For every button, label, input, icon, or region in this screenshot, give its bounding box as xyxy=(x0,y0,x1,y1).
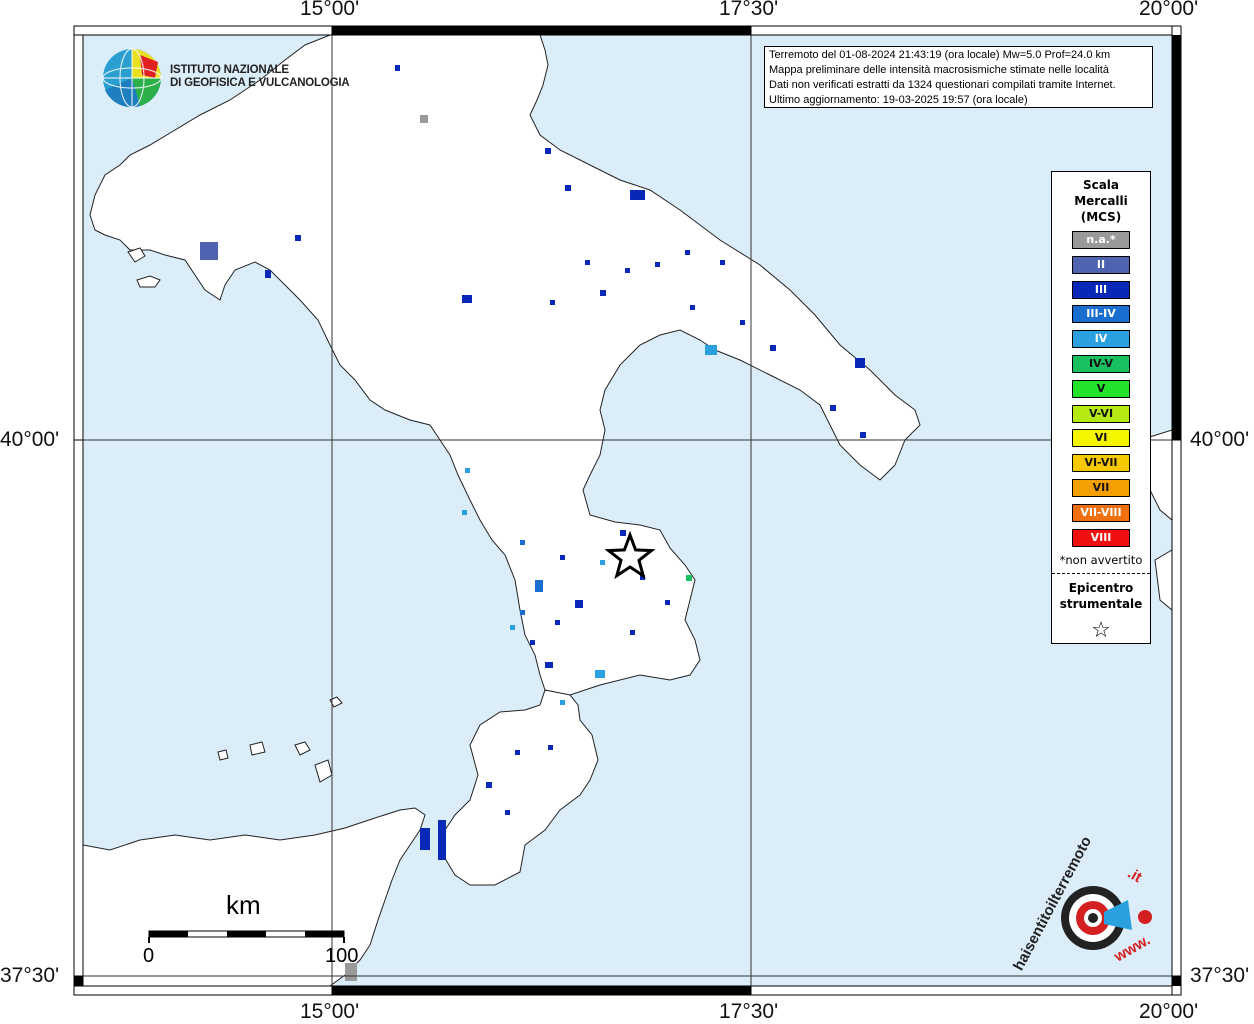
island-stromboli xyxy=(329,696,343,708)
left-lat-label-1: 40°00' xyxy=(0,428,60,451)
map-frame xyxy=(73,25,1182,996)
legend-note: *non avvertito xyxy=(1059,553,1143,568)
event-info-box: Terremoto del 01-08-2024 21:43:19 (ora l… xyxy=(764,46,1153,108)
left-lat-label-2: 37°30' xyxy=(0,964,60,987)
event-info-line2: Mappa preliminare delle intensità macros… xyxy=(769,64,1109,76)
institute-name-line1: ISTITUTO NAZIONALE xyxy=(170,64,289,76)
legend-separator xyxy=(1052,573,1150,575)
legend-title-line1: Scala xyxy=(1082,178,1120,192)
scale-end-label: 100 xyxy=(325,945,359,967)
haisentito-main: haisentitoilterremoto xyxy=(1010,833,1096,974)
event-info-line3: Dati non verificati estratti da 1324 que… xyxy=(769,79,1116,91)
legend-epicenter-label: Epicentro strumentale xyxy=(1052,580,1150,612)
island-capri xyxy=(136,275,161,288)
island-salina xyxy=(249,741,266,756)
legend-star-icon: ☆ xyxy=(1091,618,1111,644)
institute-name: ISTITUTO NAZIONALE DI GEOFISICA E VULCAN… xyxy=(170,64,350,90)
legend-item-11: VII-VIII xyxy=(1072,503,1130,522)
mcs-legend: Scala Mercalli (MCS) n.a.* II III III-IV IV I… xyxy=(1051,171,1151,644)
bottom-lon-label-2: 17°30' xyxy=(719,1000,779,1023)
sicily xyxy=(82,807,426,987)
legend-item-7: V-VI xyxy=(1072,404,1130,423)
top-lon-label-2: 17°30' xyxy=(719,0,779,20)
right-lat-label-2: 37°30' xyxy=(1190,964,1250,987)
legend-items: n.a.* II III III-IV IV IV-V V V-VI VI VI-VII VII VI… xyxy=(1052,231,1150,547)
legend-item-5: IV-V xyxy=(1072,354,1130,373)
bottom-lon-label-1: 15°00' xyxy=(300,1000,360,1023)
grid xyxy=(83,35,1172,986)
haisentito-logo-text: haisentitoilterremoto .it www. xyxy=(1010,834,1168,975)
legend-title: Scala Mercalli (MCS) xyxy=(1052,177,1150,225)
island-lipari xyxy=(294,741,311,756)
event-info-line4: Ultimo aggiornamento: 19-03-2025 19:57 (… xyxy=(769,94,1028,106)
haisentito-logo-icon xyxy=(1061,886,1152,950)
ingv-logo-icon xyxy=(102,48,162,108)
legend-item-0: n.a.* xyxy=(1072,231,1130,249)
top-lon-label-1: 15°00' xyxy=(300,0,360,20)
legend-item-12: VIII xyxy=(1072,528,1130,547)
haisentito-www: www. xyxy=(1111,931,1154,966)
scale-start-label: 0 xyxy=(143,945,155,967)
legend-item-8: VI xyxy=(1072,429,1130,448)
event-info-line1: Terremoto del 01-08-2024 21:43:19 (ora l… xyxy=(769,49,1111,61)
island-alicudi xyxy=(217,749,229,761)
legend-epicenter-line1: Epicentro xyxy=(1068,581,1134,596)
legend-item-2: III xyxy=(1072,280,1130,299)
legend-item-1: II xyxy=(1072,255,1130,274)
bottom-lon-label-3: 20°00' xyxy=(1139,1000,1199,1023)
legend-item-4: IV xyxy=(1072,330,1130,349)
legend-epicenter-line2: strumentale xyxy=(1059,597,1143,612)
legend-title-line3: (MCS) xyxy=(1080,210,1122,224)
right-lat-label-1: 40°00' xyxy=(1190,428,1250,451)
scale-unit-label: km xyxy=(226,890,261,920)
italy-mainland xyxy=(89,34,921,886)
legend-item-3: III-IV xyxy=(1072,305,1130,324)
legend-item-10: VII xyxy=(1072,478,1130,497)
legend-item-9: VI-VII xyxy=(1072,454,1130,473)
institute-name-line2: DI GEOFISICA E VULCANOLOGIA xyxy=(170,77,350,89)
island-ischia xyxy=(127,247,146,263)
haisentito-tld: .it xyxy=(1124,864,1145,887)
legend-title-line2: Mercalli xyxy=(1074,194,1128,208)
top-lon-label-3: 20°00' xyxy=(1139,0,1199,20)
epicenter-star xyxy=(604,530,656,580)
legend-item-6: V xyxy=(1072,379,1130,398)
scale-bar xyxy=(148,930,345,943)
